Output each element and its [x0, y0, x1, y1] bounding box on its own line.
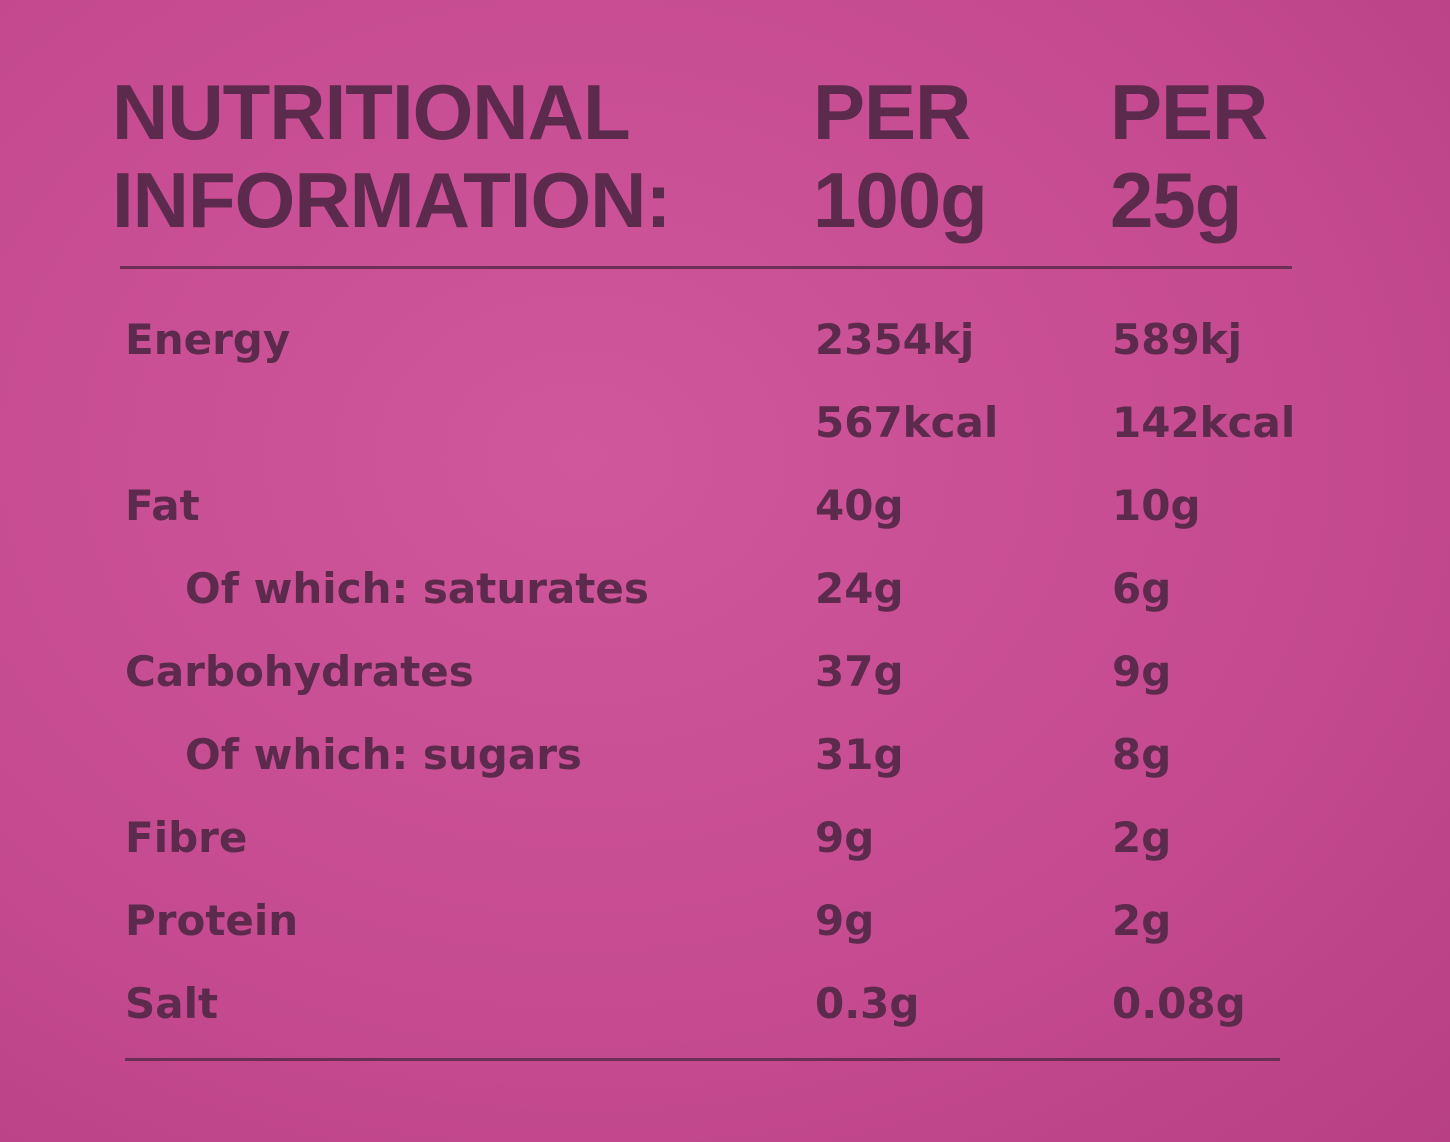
cell-value: 142kcal	[1112, 398, 1296, 447]
cell-value: 9g	[1112, 647, 1172, 696]
cell-value: 37g	[815, 647, 904, 696]
column-header: PER	[1110, 68, 1268, 156]
column-header: 100g	[813, 156, 988, 244]
cell-value: 9g	[815, 896, 875, 945]
cell-value: 2g	[1112, 813, 1172, 862]
cell-value: 9g	[815, 813, 875, 862]
cell-value: 6g	[1112, 564, 1172, 613]
cell-value: 0.3g	[815, 979, 920, 1028]
row-label: Fibre	[125, 813, 248, 862]
column-header: PER	[813, 68, 971, 156]
cell-value: 10g	[1112, 481, 1201, 530]
header-title: NUTRITIONAL	[112, 68, 631, 156]
row-label: Carbohydrates	[125, 647, 474, 696]
row-label: Of which: saturates	[185, 564, 649, 613]
cell-value: 24g	[815, 564, 904, 613]
cell-value: 589kj	[1112, 315, 1242, 364]
cell-value: 567kcal	[815, 398, 999, 447]
row-label: Protein	[125, 896, 299, 945]
cell-value: 40g	[815, 481, 904, 530]
row-label: Salt	[125, 979, 219, 1028]
cell-value: 0.08g	[1112, 979, 1246, 1028]
column-header: 25g	[1110, 156, 1242, 244]
cell-value: 2g	[1112, 896, 1172, 945]
row-label: Of which: sugars	[185, 730, 582, 779]
row-label: Fat	[125, 481, 200, 530]
cell-value: 2354kj	[815, 315, 975, 364]
cell-value: 31g	[815, 730, 904, 779]
divider	[125, 1058, 1280, 1061]
cell-value: 8g	[1112, 730, 1172, 779]
header-title: INFORMATION:	[112, 156, 671, 244]
row-label: Energy	[125, 315, 291, 364]
divider	[120, 266, 1292, 269]
